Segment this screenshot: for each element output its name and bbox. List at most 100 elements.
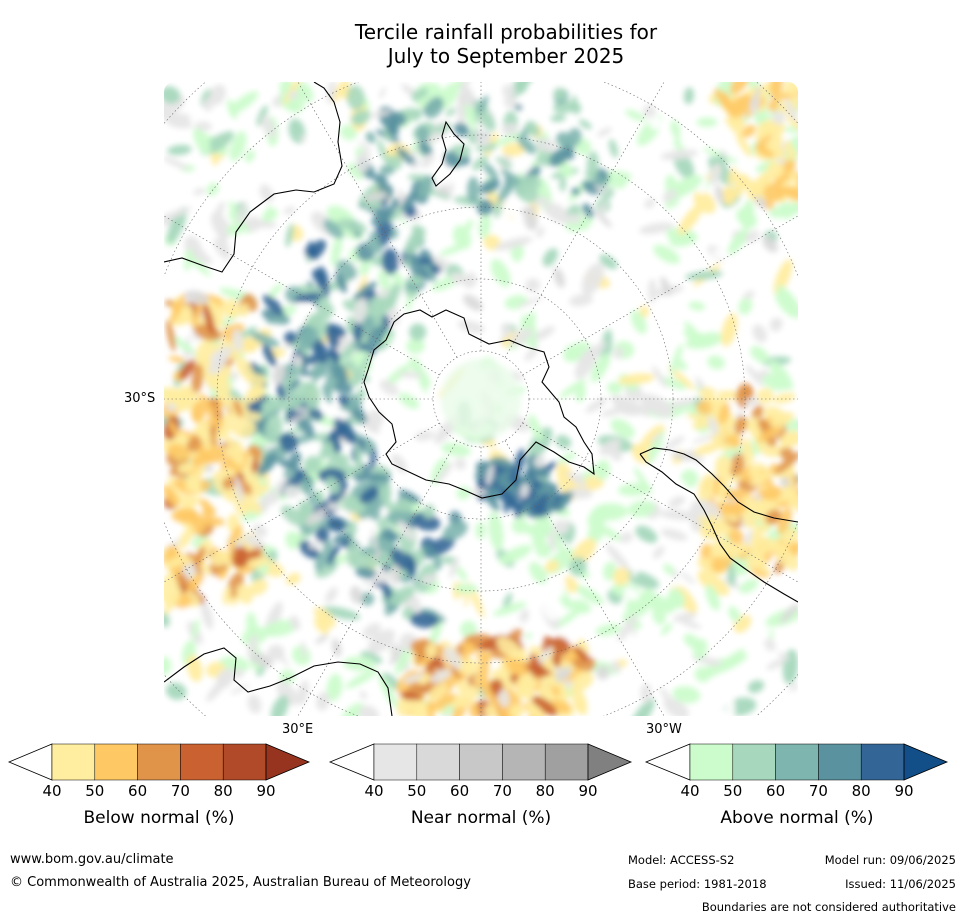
probability-patch — [294, 292, 323, 303]
probability-patch — [202, 303, 216, 336]
chart-title: Tercile rainfall probabilities for July … — [0, 20, 965, 68]
probability-patch — [623, 587, 639, 601]
probability-patch — [469, 488, 488, 496]
probability-patch — [287, 378, 301, 392]
probability-patch — [670, 120, 681, 140]
probability-patch — [372, 570, 393, 584]
probability-patch — [550, 699, 571, 714]
colorbar-tick-label: 70 — [170, 782, 190, 800]
probability-patch — [651, 433, 662, 443]
probability-patch — [663, 563, 676, 576]
probability-patch — [492, 131, 527, 147]
probability-patch — [705, 584, 721, 611]
probability-patch — [256, 105, 268, 127]
probability-patch — [784, 99, 798, 122]
probability-patch — [208, 84, 226, 106]
probability-patch — [346, 85, 365, 111]
probability-patch — [743, 513, 758, 529]
probability-patch — [767, 98, 780, 112]
probability-patch — [670, 343, 683, 376]
probability-patch — [450, 665, 462, 680]
probability-patch — [389, 121, 399, 135]
probability-patch — [384, 532, 400, 543]
disclaimer-text: Boundaries are not considered authoritat… — [701, 900, 956, 914]
colorbar-min-extend — [7, 743, 53, 781]
probability-patch — [265, 205, 273, 223]
probability-patch — [314, 616, 330, 635]
probability-patch — [409, 323, 427, 341]
colorbar-tick-label: 50 — [407, 782, 427, 800]
probability-patch — [425, 642, 438, 660]
probability-patch — [498, 704, 518, 716]
probability-patch — [326, 516, 346, 532]
probability-patch — [728, 94, 753, 118]
probability-patch — [321, 606, 361, 620]
colorbar-segment — [416, 743, 460, 781]
probability-patch — [493, 200, 503, 219]
probability-patch — [697, 570, 730, 596]
website-link[interactable]: www.bom.gov.au/climate — [10, 852, 174, 867]
probability-patch — [280, 505, 307, 527]
probability-patch — [759, 523, 770, 534]
colorbar-segment — [860, 743, 905, 781]
probability-patch — [625, 109, 646, 122]
africa-coast — [164, 647, 393, 716]
probability-patch — [729, 453, 745, 477]
probability-patch — [197, 444, 226, 464]
probability-patch — [709, 543, 743, 559]
probability-patch — [696, 117, 718, 128]
probability-patch — [660, 276, 672, 296]
probability-patch — [494, 236, 533, 251]
probability-patch — [605, 543, 631, 572]
probability-patch — [502, 592, 513, 610]
colorbar-segment — [51, 743, 96, 781]
probability-patch — [164, 207, 192, 222]
probability-patch — [629, 698, 655, 716]
probability-patch — [550, 114, 566, 122]
probability-patch — [659, 509, 698, 521]
probability-patch — [461, 84, 475, 108]
probability-patch — [777, 507, 792, 536]
probability-patch — [752, 86, 761, 108]
probability-patch — [596, 665, 610, 680]
colorbar-tick-label: 70 — [492, 782, 512, 800]
probability-patch — [260, 397, 289, 413]
probability-patch — [168, 420, 179, 436]
probability-patch — [497, 178, 515, 203]
probability-patch — [232, 552, 249, 568]
probability-patch — [475, 521, 486, 540]
probability-patch — [334, 453, 350, 466]
probability-patch — [236, 200, 248, 226]
probability-patch — [499, 199, 517, 220]
probability-patch — [552, 686, 561, 697]
probability-patch — [279, 433, 298, 453]
probability-patch — [513, 82, 527, 94]
probability-patch — [373, 550, 382, 560]
probability-patch — [199, 233, 227, 263]
probability-patch — [442, 521, 468, 541]
probability-patch — [743, 290, 755, 300]
probability-patch — [683, 87, 694, 105]
probability-patch — [377, 517, 390, 531]
probability-patch — [498, 689, 510, 708]
probability-patch — [780, 430, 798, 447]
australia-coast — [164, 82, 343, 273]
probability-patch — [164, 86, 181, 104]
probability-patch — [677, 203, 703, 235]
probability-patch — [357, 472, 391, 482]
probability-patch — [525, 121, 540, 137]
probability-patch — [548, 576, 567, 594]
probability-patch — [769, 360, 793, 391]
probability-patch — [565, 213, 582, 224]
probability-patch — [365, 131, 376, 144]
probability-patch — [493, 602, 527, 616]
probability-patch — [310, 632, 339, 650]
probability-patch — [308, 160, 327, 178]
probability-patch — [262, 619, 298, 637]
probability-patch — [719, 260, 736, 275]
probability-patch — [755, 195, 767, 210]
probability-patch — [474, 129, 491, 147]
probability-patch — [289, 381, 311, 410]
probability-patch — [775, 290, 798, 319]
probability-patch — [341, 702, 364, 716]
